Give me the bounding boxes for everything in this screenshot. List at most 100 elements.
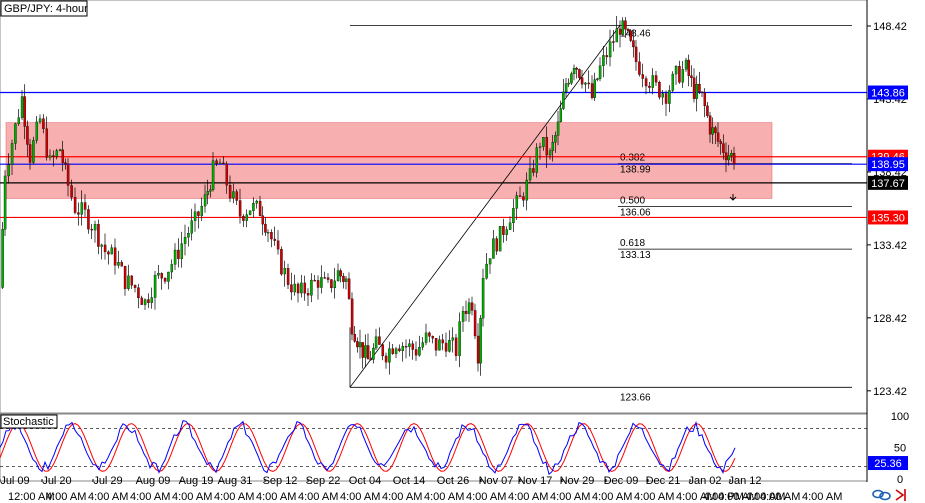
candle	[671, 73, 675, 91]
time-label: 4:00 AM	[760, 491, 800, 503]
candle	[532, 168, 535, 173]
candle	[661, 93, 665, 98]
candle	[26, 126, 29, 145]
support-resistance-zone	[5, 122, 773, 199]
candle	[451, 337, 455, 341]
candle	[264, 223, 267, 233]
candle	[538, 146, 542, 148]
candle	[7, 164, 10, 177]
candle	[476, 335, 480, 364]
stochastic-lines: 100 50 0 25.36	[0, 411, 909, 486]
price-tick-label: 148.42	[873, 21, 907, 33]
candle	[64, 162, 67, 165]
candle	[206, 191, 210, 195]
candle	[414, 349, 418, 356]
candle	[323, 277, 327, 279]
time-label: 4:00 AM	[130, 491, 170, 503]
time-label: 4:00 AM	[424, 491, 464, 503]
candle	[578, 69, 581, 78]
price-tag-label-143.86: 143.86	[871, 88, 905, 100]
candle	[58, 149, 62, 152]
time-label: 4:00 AM	[46, 491, 86, 503]
candle	[692, 77, 696, 99]
candle	[364, 345, 367, 358]
candle	[629, 30, 633, 41]
candle	[687, 59, 691, 76]
time-label: 4:00 AM	[256, 491, 296, 503]
time-label: 4:00 AM	[214, 491, 254, 503]
stochastic-title-box	[0, 414, 58, 429]
candle	[32, 140, 35, 163]
price-tag-label-138.95: 138.95	[871, 159, 905, 171]
candle	[73, 197, 77, 213]
candle	[150, 297, 154, 303]
zone-rect	[5, 122, 773, 199]
stochastic-d-line	[0, 423, 736, 472]
candle	[107, 251, 110, 255]
candle	[587, 82, 591, 85]
stochastic-tick-label: 100	[891, 411, 909, 423]
candle	[170, 264, 174, 273]
price-tick-label: 133.42	[873, 240, 907, 252]
candle	[313, 279, 317, 282]
candle	[28, 144, 32, 163]
candle	[97, 224, 100, 247]
scroll-right-icon[interactable]	[895, 489, 906, 501]
candle	[38, 118, 42, 123]
candle	[706, 105, 709, 116]
candle	[232, 191, 235, 199]
candle	[621, 20, 625, 35]
candle	[163, 278, 167, 282]
candle	[681, 69, 685, 83]
candle	[344, 278, 348, 282]
candle	[157, 273, 160, 276]
link-icon[interactable]	[872, 489, 891, 501]
time-label: 4:00 AM	[508, 491, 548, 503]
candle	[183, 237, 187, 244]
candle	[55, 150, 59, 157]
time-label: 4:00 AM	[298, 491, 338, 503]
stochastic-value-label: 25.36	[874, 458, 902, 470]
candle	[479, 318, 482, 364]
date-label: Dec 09	[604, 475, 639, 487]
time-label: 4:00 PM	[703, 491, 744, 503]
candle	[61, 149, 65, 163]
candle	[648, 85, 651, 88]
time-label: 4:00 AM	[550, 491, 590, 503]
chart-title: GBP/JPY: 4-hour	[4, 3, 88, 15]
candle	[618, 28, 622, 35]
candle	[408, 343, 411, 347]
candle	[411, 343, 415, 350]
candle	[559, 108, 563, 123]
stochastic-title: Stochastic	[3, 416, 54, 428]
candle	[87, 209, 90, 230]
candle	[66, 163, 70, 186]
candle	[42, 118, 45, 129]
stochastic-tick-label: 0	[897, 474, 903, 486]
candle	[133, 285, 137, 288]
candle	[528, 168, 532, 181]
candle	[394, 348, 398, 354]
candle	[190, 220, 194, 234]
price-tick-label: 128.42	[873, 313, 907, 325]
date-label: Jul 20	[42, 475, 71, 487]
candle	[431, 336, 435, 339]
candle	[714, 127, 717, 133]
candle	[336, 270, 340, 282]
candle	[17, 117, 21, 124]
candle	[378, 336, 381, 345]
candle	[381, 344, 385, 357]
candle	[492, 238, 495, 259]
candle	[590, 83, 594, 98]
candle	[695, 83, 699, 99]
candle	[626, 29, 630, 31]
candle	[567, 82, 571, 85]
candle	[641, 74, 645, 79]
candle	[147, 299, 150, 303]
candle	[286, 268, 290, 285]
date-label: Aug 19	[179, 475, 214, 487]
price-tag-143.86	[868, 85, 908, 100]
candle	[35, 121, 39, 141]
